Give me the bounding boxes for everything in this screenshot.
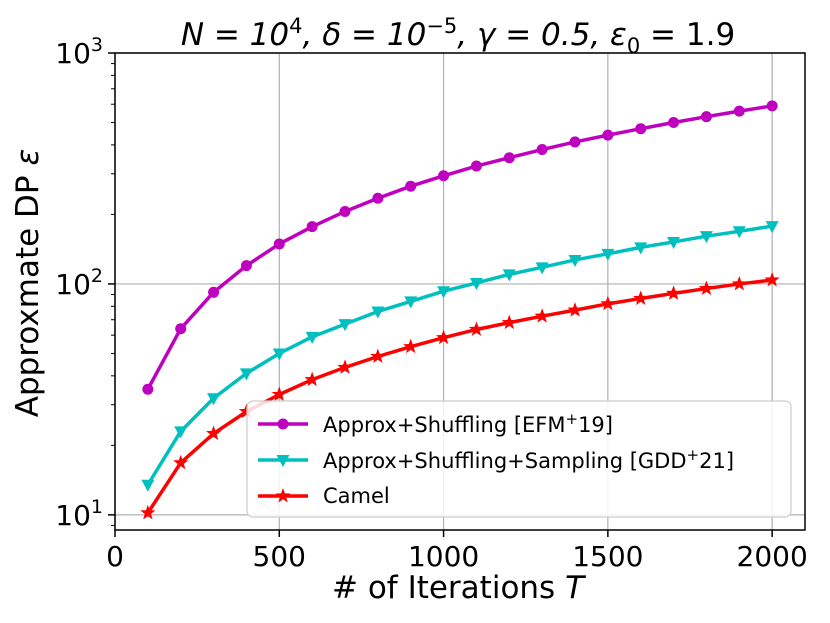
data-point <box>435 329 452 345</box>
data-point <box>175 323 187 335</box>
data-point <box>272 348 286 361</box>
x-tick-label: 500 <box>253 540 306 573</box>
series-0 <box>142 100 778 395</box>
data-point <box>503 152 515 164</box>
data-point <box>602 129 614 141</box>
data-point <box>470 160 482 172</box>
data-point <box>635 123 647 135</box>
data-point <box>372 192 384 204</box>
data-point <box>633 290 649 305</box>
y-tick-label: 102 <box>55 265 103 301</box>
legend-box <box>246 400 792 518</box>
y-axis: 101 102 103 <box>55 34 115 532</box>
data-point <box>338 319 352 332</box>
data-point <box>698 280 715 296</box>
data-point <box>731 275 747 291</box>
data-point <box>665 285 682 300</box>
data-point <box>765 221 779 234</box>
data-point <box>469 277 483 290</box>
legend-label-gdd: Approx+Shuffling+Sampling [GDD+21] <box>323 446 734 473</box>
data-point <box>732 226 746 239</box>
data-point <box>205 425 222 441</box>
data-point <box>173 454 189 470</box>
data-point <box>667 236 681 249</box>
data-point <box>634 242 648 255</box>
x-tick-label: 0 <box>106 540 124 573</box>
data-point <box>468 321 485 336</box>
data-point <box>535 262 549 275</box>
data-point <box>600 295 616 311</box>
legend-label-efm: Approx+Shuffling [EFM+19] <box>323 410 613 437</box>
data-point <box>405 180 417 192</box>
x-axis-label: # of Iterations T <box>332 570 586 606</box>
data-point <box>371 306 385 319</box>
legend-label-camel: Camel <box>323 484 390 508</box>
x-tick-label: 2000 <box>737 540 808 573</box>
x-tick-label: 1000 <box>408 540 479 573</box>
data-point <box>304 371 320 387</box>
data-point <box>140 504 156 520</box>
data-point <box>699 231 713 244</box>
legend-marker <box>277 418 289 430</box>
data-point <box>568 254 582 267</box>
data-point <box>536 144 548 156</box>
data-point <box>208 286 220 298</box>
data-point <box>437 286 451 299</box>
plot-frame <box>114 52 806 531</box>
legend-marker <box>276 455 290 467</box>
series-line <box>146 104 773 391</box>
data-point <box>141 479 155 492</box>
x-tick-label: 1500 <box>572 540 643 573</box>
data-point <box>567 302 583 317</box>
data-point <box>271 386 287 401</box>
data-point <box>733 105 745 117</box>
series-1 <box>141 221 779 492</box>
data-point <box>569 136 581 148</box>
data-point <box>766 100 778 112</box>
data-point <box>339 205 351 217</box>
data-point <box>668 117 680 129</box>
data-point <box>601 248 615 261</box>
data-point <box>438 170 450 182</box>
chart-title: N = 104, δ = 10−5, γ = 0.5, ε0 = 1.9 <box>181 14 735 58</box>
data-point <box>370 348 386 363</box>
series-layer <box>140 100 780 520</box>
data-point <box>239 368 253 381</box>
data-point <box>764 272 780 287</box>
y-tick-label: 103 <box>55 34 103 70</box>
data-point <box>501 314 517 330</box>
data-point <box>240 260 252 272</box>
data-point <box>700 111 712 123</box>
legend: Approx+Shuffling [EFM+19] Approx+Shuffli… <box>246 400 792 518</box>
data-point <box>337 359 353 374</box>
data-point <box>306 221 318 233</box>
x-axis: 0 500 1000 1500 2000 <box>106 530 808 573</box>
data-point <box>174 426 188 439</box>
data-point <box>534 308 550 323</box>
data-point <box>403 338 419 354</box>
y-axis-label: Approxmate DP ε <box>10 149 46 417</box>
data-point <box>502 269 516 282</box>
data-point <box>404 296 418 309</box>
data-point <box>142 383 154 395</box>
data-point <box>207 393 221 406</box>
data-point <box>273 238 285 250</box>
legend-marker <box>275 488 291 503</box>
data-point <box>305 331 319 344</box>
y-tick-label: 101 <box>55 496 103 532</box>
